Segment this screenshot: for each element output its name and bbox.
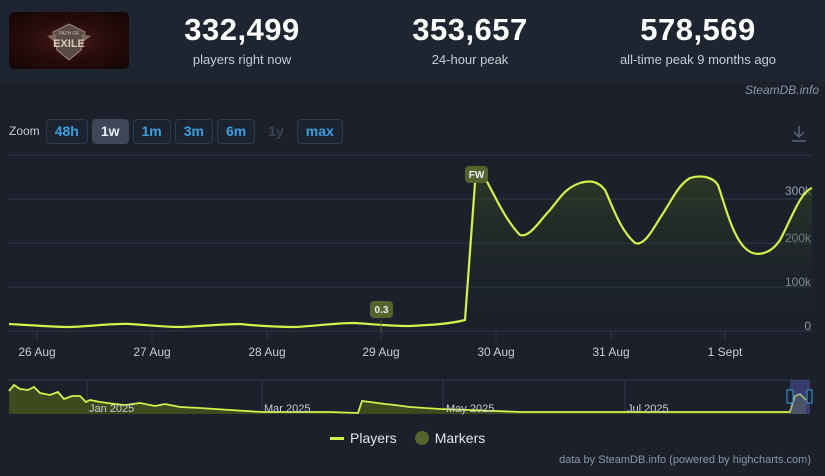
markers-legend-swatch xyxy=(414,431,429,445)
navigator-area xyxy=(9,385,806,414)
nav-label-jul-2025: Jul 2025 xyxy=(627,403,669,415)
zoom-label: Zoom xyxy=(9,124,40,138)
all-time-peak-value: 578,569 xyxy=(640,12,756,47)
stats-header: EXILE PATH OF 332,499 players right now … xyxy=(0,0,825,82)
daily-peak-label: 24-hour peak xyxy=(431,52,509,67)
navigator-chart[interactable]: Jan 2025 Mar 2025 May 2025 Jul 2025 xyxy=(0,376,825,418)
zoom-1y-button: 1y xyxy=(268,123,284,139)
navigator-selection[interactable] xyxy=(790,380,810,414)
all-time-peak-label: all-time peak 9 months ago xyxy=(619,52,777,67)
navigator-left-handle[interactable] xyxy=(786,389,794,404)
download-icon[interactable] xyxy=(790,124,808,144)
current-players-label: players right now xyxy=(192,52,292,67)
steamdb-watermark: SteamDB.info xyxy=(744,83,819,97)
x-tick-31-aug: 31 Aug xyxy=(592,345,629,359)
marker-0-3-label: 0.3 xyxy=(375,305,389,316)
nav-label-mar-2025: Mar 2025 xyxy=(264,403,310,415)
game-emblem-icon: EXILE PATH OF xyxy=(47,23,91,61)
daily-peak-stat: 353,657 24-hour peak xyxy=(395,12,545,67)
zoom-controls: Zoom 48h 1w 1m 3m 6m 1y max xyxy=(9,118,347,144)
nav-label-jan-2025: Jan 2025 xyxy=(89,403,134,415)
navigator-right-handle[interactable] xyxy=(806,389,813,404)
legend-players[interactable]: Players xyxy=(350,430,397,446)
x-tick-29-aug: 29 Aug xyxy=(362,345,399,359)
marker-fw-label: FW xyxy=(469,170,485,181)
navigator-labels: Jan 2025 Mar 2025 May 2025 Jul 2025 xyxy=(89,403,669,415)
zoom-1w-button[interactable]: 1w xyxy=(91,118,129,144)
chart-credits[interactable]: data by SteamDB.info (powered by highcha… xyxy=(559,454,811,466)
players-area xyxy=(9,176,812,331)
x-tick-28-aug: 28 Aug xyxy=(248,345,285,359)
x-tick-27-aug: 27 Aug xyxy=(133,345,170,359)
daily-peak-value: 353,657 xyxy=(412,12,528,47)
main-chart[interactable]: 300k 200k 100k 0 26 Aug 27 Aug 28 Aug 29… xyxy=(0,150,825,370)
zoom-48h-button[interactable]: 48h xyxy=(45,118,88,144)
current-players-stat: 332,499 players right now xyxy=(167,12,317,67)
current-players-value: 332,499 xyxy=(184,12,300,47)
game-logo[interactable]: EXILE PATH OF xyxy=(9,12,129,69)
zoom-1m-button[interactable]: 1m xyxy=(132,118,171,144)
zoom-6m-button[interactable]: 6m xyxy=(216,118,256,144)
chart-legend: Players Markers xyxy=(330,430,485,446)
x-tick-1-sept: 1 Sept xyxy=(708,345,743,359)
players-legend-swatch xyxy=(330,436,344,440)
navigator-line xyxy=(8,383,807,414)
players-line xyxy=(8,175,813,329)
x-axis-labels: 26 Aug 27 Aug 28 Aug 29 Aug 30 Aug 31 Au… xyxy=(18,345,743,359)
marker-fw[interactable]: FW xyxy=(465,166,488,183)
zoom-max-button[interactable]: max xyxy=(296,118,343,144)
x-tick-26-aug: 26 Aug xyxy=(18,345,55,359)
svg-text:EXILE: EXILE xyxy=(53,38,85,50)
legend-markers[interactable]: Markers xyxy=(434,430,486,446)
x-axis-ticks xyxy=(36,331,726,340)
zoom-3m-button[interactable]: 3m xyxy=(174,118,213,144)
marker-0-3[interactable]: 0.3 xyxy=(370,301,393,331)
svg-text:PATH OF: PATH OF xyxy=(59,31,80,37)
all-time-peak-stat: 578,569 all-time peak 9 months ago xyxy=(608,12,788,67)
nav-label-may-2025: May 2025 xyxy=(446,403,494,415)
x-tick-30-aug: 30 Aug xyxy=(477,345,514,359)
